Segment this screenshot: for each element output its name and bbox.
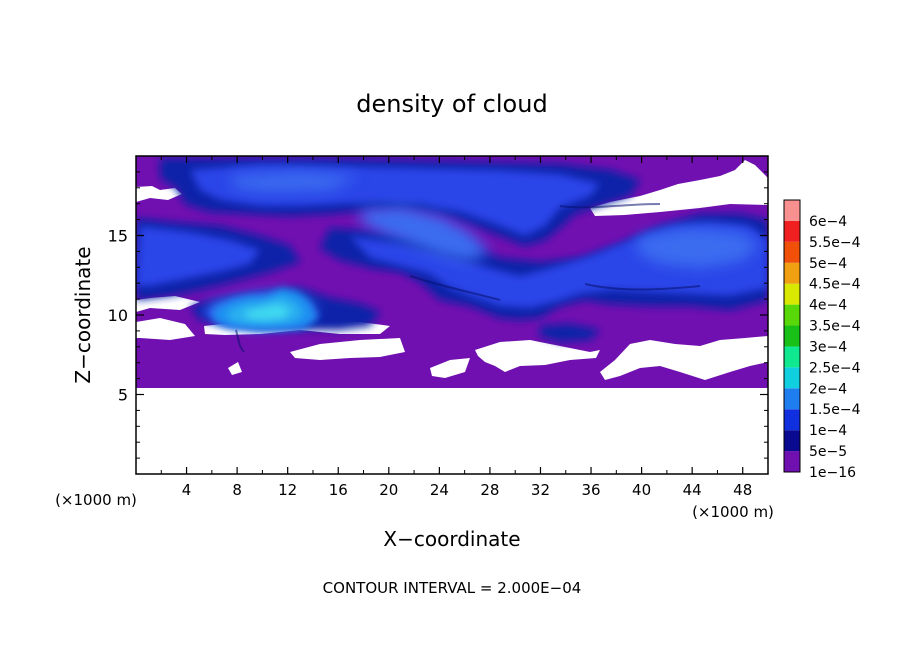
cloud-core (212, 288, 318, 330)
colorbar-frame (783, 199, 801, 473)
x-tick-label: 28 (480, 481, 499, 499)
contour-interval-note: CONTOUR INTERVAL = 2.000E−04 (323, 579, 582, 597)
x-tick-label: 44 (683, 481, 702, 499)
chart-title: density of cloud (356, 90, 547, 118)
x-axis: 4 8 12 16 20 24 28 32 36 40 44 48 (160, 156, 752, 499)
x-tick-label: 24 (430, 481, 449, 499)
colorbar-swatch (784, 409, 800, 431)
colorbar-swatch (784, 304, 800, 326)
colorbar-swatch (784, 262, 800, 284)
x-tick-label: 32 (531, 481, 550, 499)
x-axis-label: X−coordinate (383, 527, 520, 551)
y-tick-label: 5 (118, 386, 128, 405)
colorbar-swatch (784, 283, 800, 305)
y-axis-label: Z−coordinate (71, 246, 95, 383)
cloud-gaps (136, 160, 768, 474)
plot-area (136, 156, 768, 474)
colorbar-swatch (784, 346, 800, 368)
colorbar-label: 3.5e−4 (809, 319, 861, 335)
colorbar-label: 4e−4 (809, 298, 847, 314)
cloud-streaks (235, 203, 701, 353)
colorbar-label: 5.5e−4 (809, 235, 861, 251)
y-tick-label: 15 (108, 227, 128, 246)
colorbar-swatch (784, 367, 800, 389)
colorbar-swatch (784, 325, 800, 347)
colorbar-label: 3e−4 (809, 339, 847, 355)
colorbar-swatch (784, 430, 800, 452)
colorbar-label: 1.5e−4 (809, 402, 861, 418)
colorbar-label: 2.5e−4 (809, 360, 861, 376)
colorbar-label: 1e−4 (809, 423, 847, 439)
colorbar-label: 6e−4 (809, 214, 847, 230)
colorbar-label: 5e−5 (809, 444, 847, 460)
x-tick-label: 20 (379, 481, 398, 499)
colorbar-label: 2e−4 (809, 381, 847, 397)
x-tick-label: 4 (182, 481, 192, 499)
x-axis-unit-right: (×1000 m) (692, 503, 774, 521)
x-tick-label: 48 (733, 481, 752, 499)
x-axis-unit-left: (×1000 m) (55, 491, 137, 509)
colorbar-swatch (784, 200, 800, 221)
x-tick-label: 12 (278, 481, 297, 499)
x-tick-label: 8 (232, 481, 242, 499)
x-tick-label: 40 (632, 481, 651, 499)
colorbar-label: 4.5e−4 (809, 277, 861, 293)
colorbar-swatch (784, 388, 800, 410)
colorbar-swatch (784, 220, 800, 242)
colorbar-swatch (784, 451, 800, 472)
colorbar-swatch (784, 241, 800, 263)
colorbar: 1e−16 5e−5 1e−4 1.5e−4 2e−4 2.5e−4 3e−4 3.5e−4 4… (783, 199, 861, 481)
colorbar-label: 5e−4 (809, 256, 847, 272)
colorbar-label: 1e−16 (809, 465, 856, 481)
y-axis: 5 10 15 (108, 171, 768, 459)
y-tick-label: 10 (108, 306, 128, 325)
x-tick-label: 16 (329, 481, 348, 499)
x-tick-label: 36 (581, 481, 600, 499)
